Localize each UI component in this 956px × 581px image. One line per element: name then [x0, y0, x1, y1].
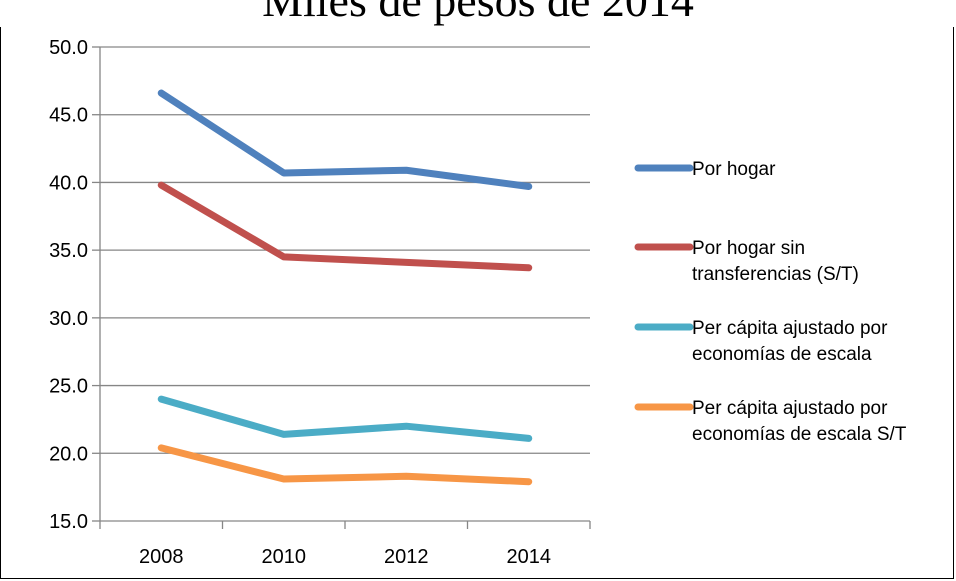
x-tick-label: 2008: [139, 546, 184, 568]
legend-label: Per cápita ajustado por: [692, 318, 888, 339]
legend-label: transferencias (S/T): [692, 264, 859, 285]
legend: Por hogar Por hogar sin transferencias (S/…: [634, 159, 907, 445]
series-line-2: [157, 181, 533, 272]
chart-title: Miles de pesos de 2014: [0, 0, 956, 27]
y-tick-label: 45.0: [49, 105, 88, 127]
series-line-3: [157, 395, 533, 442]
y-tick-label: 20.0: [49, 443, 88, 465]
x-tick-label: 2012: [384, 546, 429, 568]
x-tick-label: 2014: [507, 546, 552, 568]
legend-label: economías de escala S/T: [692, 424, 907, 445]
series-lines: [157, 89, 533, 486]
y-tick-label: 15.0: [49, 511, 88, 533]
legend-label: Por hogar: [692, 159, 776, 180]
y-tick-label: 30.0: [49, 308, 88, 330]
axes: 15.0 20.0 25.0 30.0 35.0 40.0 45.0 50.0 2008 2010…: [49, 37, 591, 568]
y-tick-label: 40.0: [49, 172, 88, 194]
y-tick-label: 35.0: [49, 240, 88, 262]
series-line-1: [157, 89, 533, 190]
y-tick-label: 25.0: [49, 376, 88, 398]
x-tick-label: 2010: [262, 546, 307, 568]
legend-label: economías de escala: [692, 344, 872, 365]
legend-label: Por hogar sin: [692, 238, 805, 259]
gridlines: [100, 46, 590, 454]
legend-label: Per cápita ajustado por: [692, 398, 888, 419]
y-tick-label: 50.0: [49, 37, 88, 59]
series-line-4: [157, 444, 533, 486]
